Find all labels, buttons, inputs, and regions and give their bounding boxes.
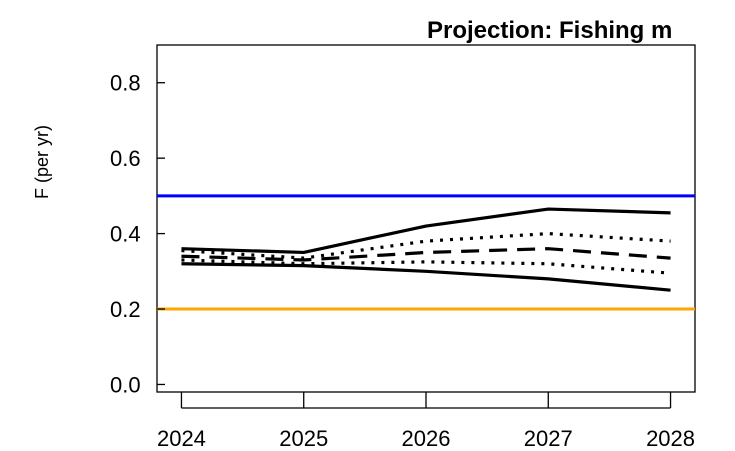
reference-lines <box>157 194 695 311</box>
y-tick-label-4: 0.8 <box>110 71 141 96</box>
x-axis: 2024 2025 2026 2027 2028 <box>157 392 695 451</box>
y-tick-label-1: 0.2 <box>110 297 141 322</box>
x-tick-label-3: 2027 <box>524 426 573 451</box>
y-axis: 0.0 0.2 0.4 0.6 0.8 <box>110 71 165 397</box>
series-lines <box>181 207 671 292</box>
plot-area <box>156 44 696 393</box>
x-tick-label-2: 2026 <box>402 426 451 451</box>
y-tick-label-3: 0.6 <box>110 146 141 171</box>
y-tick-label-0: 0.0 <box>110 372 141 397</box>
x-tick-label-4: 2028 <box>646 426 695 451</box>
series-line-4 <box>181 262 671 292</box>
series-line-0 <box>181 207 671 255</box>
series-line-1 <box>181 231 671 260</box>
series-line-3 <box>181 258 671 275</box>
plot-frame <box>156 44 696 393</box>
x-tick-label-1: 2025 <box>279 426 328 451</box>
y-tick-label-2: 0.4 <box>110 222 141 247</box>
x-tick-label-0: 2024 <box>157 426 206 451</box>
chart-title: Projection: Fishing m <box>427 17 672 44</box>
y-axis-label: F (per yr) <box>32 125 52 199</box>
series-line-2 <box>181 247 671 262</box>
